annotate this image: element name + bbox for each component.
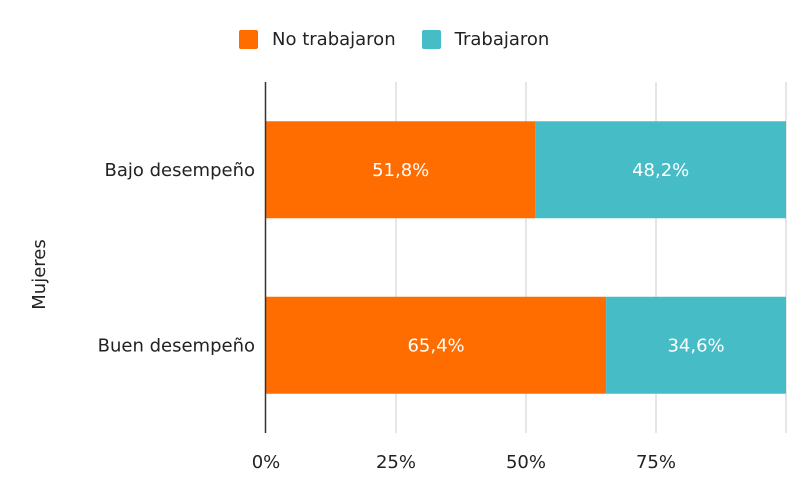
data-label-trabajaron-bajo-desempeno: 48,2% xyxy=(632,160,689,181)
legend: No trabajaron Trabajaron xyxy=(239,27,575,51)
legend-label-trabajaron: Trabajaron xyxy=(454,28,550,50)
legend-item-trabajaron[interactable]: Trabajaron xyxy=(421,28,550,50)
group-label-mujeres: Mujeres xyxy=(29,239,50,309)
bar-trabajaron-bajo-desempeno xyxy=(535,121,786,219)
bar-trabajaron-buen-desempeno xyxy=(606,296,786,394)
x-tick-label-75: 75% xyxy=(636,452,676,473)
legend-label-no-trabajaron: No trabajaron xyxy=(272,28,396,50)
legend-swatch-trabajaron xyxy=(421,29,441,49)
data-label-trabajaron-buen-desempeno: 34,6% xyxy=(667,335,724,356)
x-tick-label-25: 25% xyxy=(376,452,416,473)
data-label-no-trabajaron-bajo-desempeno: 51,8% xyxy=(372,160,429,181)
bar-no-trabajaron-bajo-desempeno xyxy=(266,121,536,219)
x-tick-label-0: 0% xyxy=(252,452,281,473)
category-label-buen-desempeno: Buen desempeño xyxy=(98,335,255,356)
category-label-bajo-desempeno: Bajo desempeño xyxy=(104,160,255,181)
bar-no-trabajaron-buen-desempeno xyxy=(266,296,607,394)
legend-swatch-no-trabajaron xyxy=(239,29,258,49)
data-label-no-trabajaron-buen-desempeno: 65,4% xyxy=(407,335,464,356)
legend-item-no-trabajaron[interactable]: No trabajaron xyxy=(239,29,396,50)
x-tick-label-50: 50% xyxy=(506,452,546,473)
